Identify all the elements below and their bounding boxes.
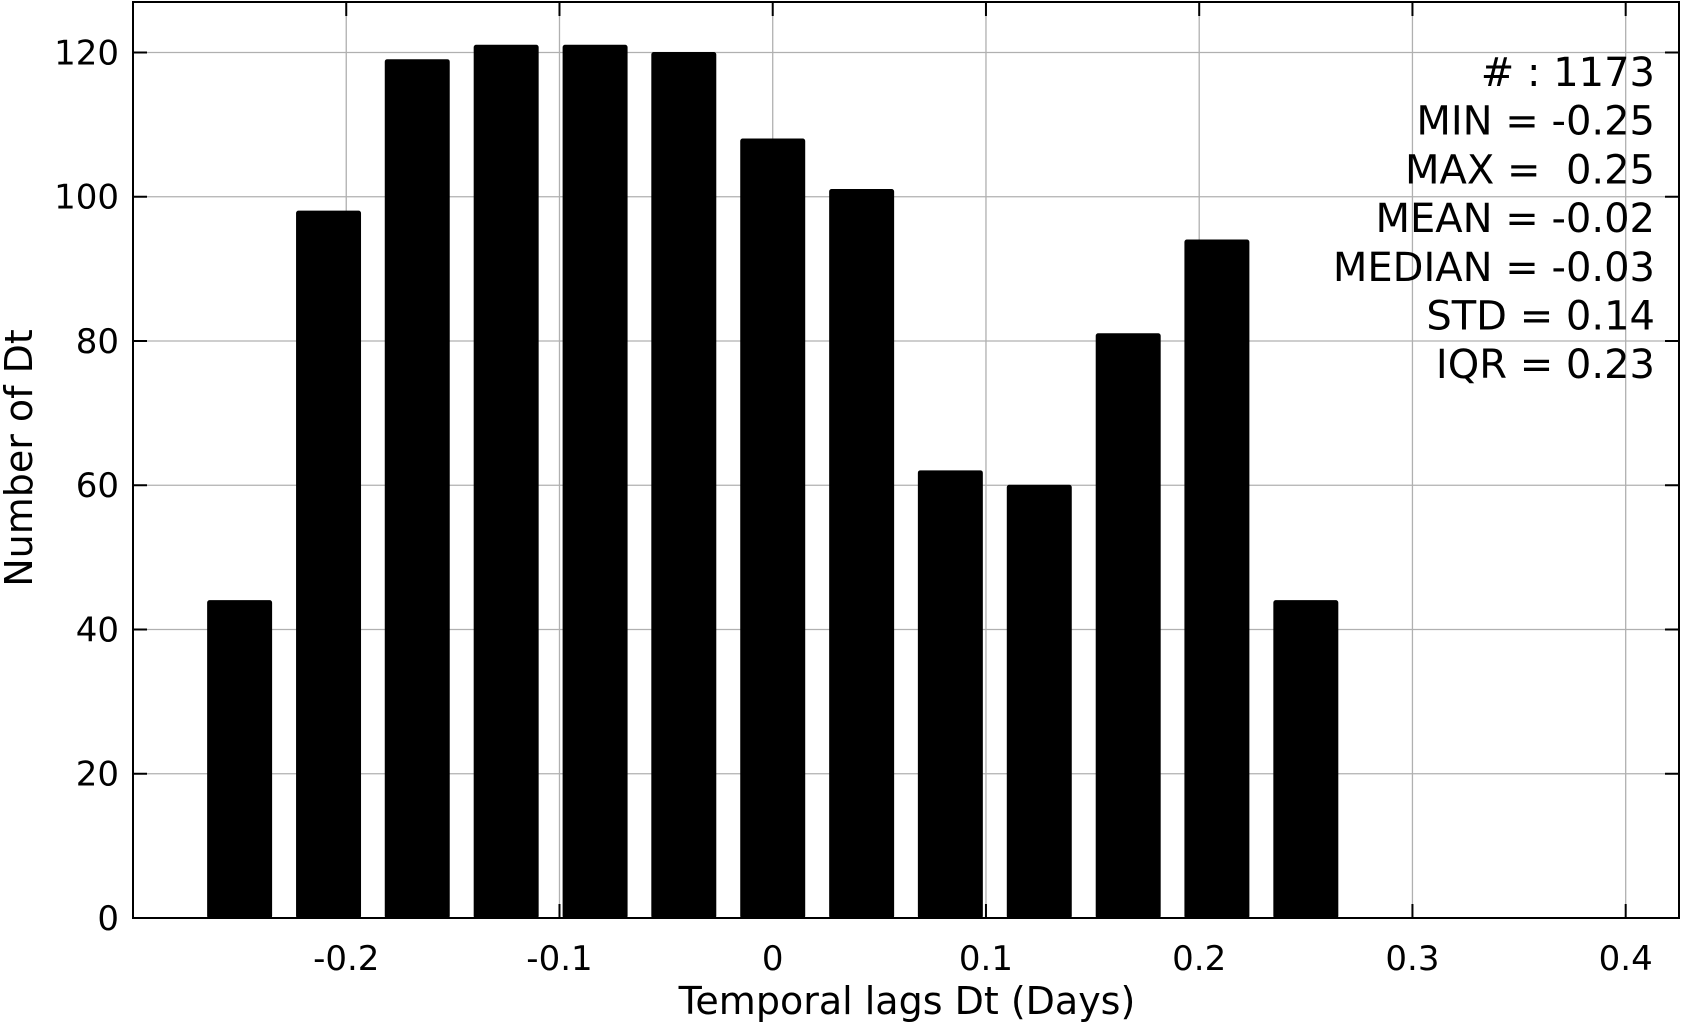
x-tick-label: 0 (762, 939, 784, 979)
stats-annotation-line: MIN = -0.25 (1416, 99, 1655, 145)
histogram-bar (207, 600, 273, 919)
stats-annotation-line: MEAN = -0.02 (1375, 196, 1655, 242)
histogram-bar (917, 470, 983, 919)
histogram-bar (1184, 239, 1250, 919)
x-tick-label: -0.1 (526, 939, 592, 979)
histogram-bar (562, 44, 628, 919)
x-tick-label: 0.1 (959, 939, 1013, 979)
y-tick-label: 120 (54, 33, 119, 73)
histogram-bar (1006, 484, 1072, 919)
y-axis-title: Number of Dt (0, 329, 41, 587)
x-tick-label: 0.3 (1385, 939, 1439, 979)
bars-layer (207, 44, 1339, 919)
histogram-bar (384, 59, 450, 919)
x-tick-label: 0.2 (1172, 939, 1226, 979)
histogram-bar (1095, 333, 1161, 919)
y-tick-label: 0 (97, 899, 119, 939)
tick-labels-layer: -0.2 -0.1 0 0.1 0.2 0.3 0.4 0 20 40 60 80 100 120 (54, 33, 1653, 979)
y-tick-label: 20 (76, 755, 119, 795)
y-tick-label: 80 (76, 322, 119, 362)
stats-annotation-line: MAX = 0.25 (1405, 147, 1655, 193)
histogram-bar (1273, 600, 1339, 919)
histogram-bar (473, 44, 539, 919)
y-tick-label: 100 (54, 178, 119, 218)
stats-annotation-line: MEDIAN = -0.03 (1333, 245, 1655, 291)
stats-annotation-line: # : 1173 (1481, 50, 1655, 96)
histogram-bar (296, 210, 362, 919)
histogram-bar (829, 189, 895, 919)
axes-layer (132, 1, 1680, 919)
x-tick-label: 0.4 (1599, 939, 1653, 979)
x-tick-label: -0.2 (313, 939, 379, 979)
stats-annotation-line: STD = 0.14 (1426, 294, 1655, 340)
plot-frame (132, 1, 1680, 919)
y-tick-label: 40 (76, 610, 119, 650)
y-tick-label: 60 (76, 466, 119, 506)
histogram-bar (740, 138, 806, 919)
x-axis-title: Temporal lags Dt (Days) (678, 979, 1136, 1023)
histogram-bar (651, 51, 717, 919)
stats-annotation-line: IQR = 0.23 (1436, 342, 1655, 388)
